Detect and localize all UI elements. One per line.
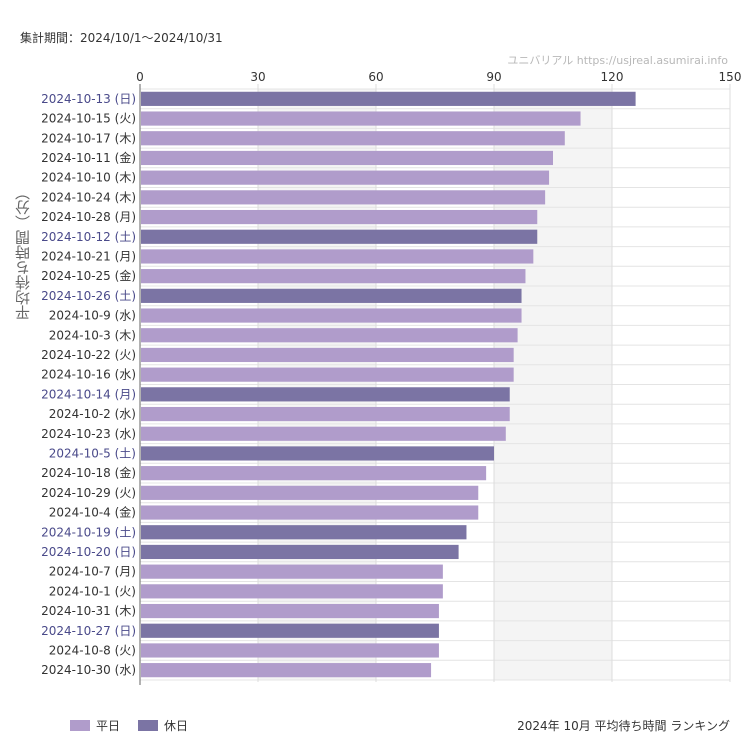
bar: [141, 209, 538, 225]
bar: [141, 564, 443, 579]
bar: [141, 406, 510, 422]
legend: 平日 休日: [70, 717, 206, 734]
bar: [141, 485, 479, 500]
category-label: 2024-10-15 (火): [41, 112, 136, 126]
category-label: 2024-10-9 (水): [49, 309, 136, 323]
bar: [141, 387, 510, 402]
bar: [141, 643, 439, 658]
category-label: 2024-10-24 (木): [41, 190, 136, 204]
legend-weekday-swatch: [70, 720, 90, 731]
bar: [141, 623, 439, 638]
x-tick-label: 30: [250, 70, 265, 84]
bar: [141, 446, 494, 461]
category-label: 2024-10-3 (木): [49, 328, 136, 342]
bar: [141, 229, 538, 244]
category-label: 2024-10-8 (火): [49, 643, 136, 657]
x-tick-label: 90: [486, 70, 501, 84]
category-label: 2024-10-18 (金): [41, 465, 136, 480]
x-tick-label: 0: [136, 70, 144, 84]
bar: [141, 347, 514, 363]
aggregation-period: 集計期間：2024/10/1〜2024/10/31: [20, 31, 223, 45]
category-label: 2024-10-26 (土): [41, 289, 136, 303]
category-label: 2024-10-17 (木): [41, 131, 136, 145]
bar: [141, 584, 443, 599]
bar: [141, 111, 581, 126]
category-label: 2024-10-20 (日): [41, 545, 136, 559]
category-label: 2024-10-5 (土): [49, 446, 136, 460]
category-label: 2024-10-19 (土): [41, 525, 136, 539]
bar: [141, 91, 636, 106]
bar: [141, 131, 565, 146]
bar: [141, 505, 479, 520]
category-label: 2024-10-7 (月): [49, 565, 136, 579]
bar: [141, 249, 534, 264]
category-label: 2024-10-27 (日): [41, 624, 136, 638]
bar: [141, 663, 432, 678]
category-label: 2024-10-2 (水): [49, 407, 136, 421]
category-label: 2024-10-10 (木): [41, 171, 136, 185]
category-label: 2024-10-23 (水): [41, 427, 136, 441]
legend-holiday-label: 休日: [164, 719, 189, 733]
bar: [141, 288, 522, 303]
bar: [141, 466, 487, 481]
bar: [141, 603, 439, 619]
bar: [141, 170, 550, 185]
legend-holiday: 休日: [138, 717, 188, 734]
category-label: 2024-10-13 (日): [41, 92, 136, 106]
category-label: 2024-10-29 (火): [41, 486, 136, 500]
x-tick-label: 120: [601, 70, 624, 84]
site-watermark: ユニバリアル https://usjreal.asumirai.info: [507, 54, 728, 67]
bar: [141, 544, 459, 560]
bar: [141, 426, 506, 441]
bar: [141, 150, 553, 166]
bar: [141, 269, 526, 284]
x-tick-label: 60: [368, 70, 383, 84]
category-label: 2024-10-30 (水): [41, 663, 136, 677]
bar: [141, 525, 467, 540]
category-label: 2024-10-4 (金): [49, 505, 136, 520]
bar: [141, 190, 546, 205]
category-label: 2024-10-11 (金): [41, 150, 136, 165]
bar: [141, 328, 518, 343]
category-label: 2024-10-1 (火): [49, 584, 136, 598]
chart-caption: 2024年 10月 平均待ち時間 ランキング: [517, 719, 730, 733]
x-tick-label: 150: [719, 70, 742, 84]
legend-weekday: 平日: [70, 717, 120, 734]
category-label: 2024-10-12 (土): [41, 230, 136, 244]
category-label: 2024-10-31 (木): [41, 604, 136, 618]
category-label: 2024-10-14 (月): [41, 387, 136, 401]
category-label: 2024-10-16 (水): [41, 368, 136, 382]
category-label: 2024-10-28 (月): [41, 210, 136, 224]
category-label: 2024-10-21 (月): [41, 249, 136, 263]
category-label: 2024-10-25 (金): [41, 268, 136, 283]
legend-weekday-label: 平日: [96, 719, 121, 733]
legend-holiday-swatch: [138, 720, 159, 731]
category-label: 2024-10-22 (火): [41, 348, 136, 362]
bar: [141, 367, 514, 382]
bar: [141, 308, 522, 323]
